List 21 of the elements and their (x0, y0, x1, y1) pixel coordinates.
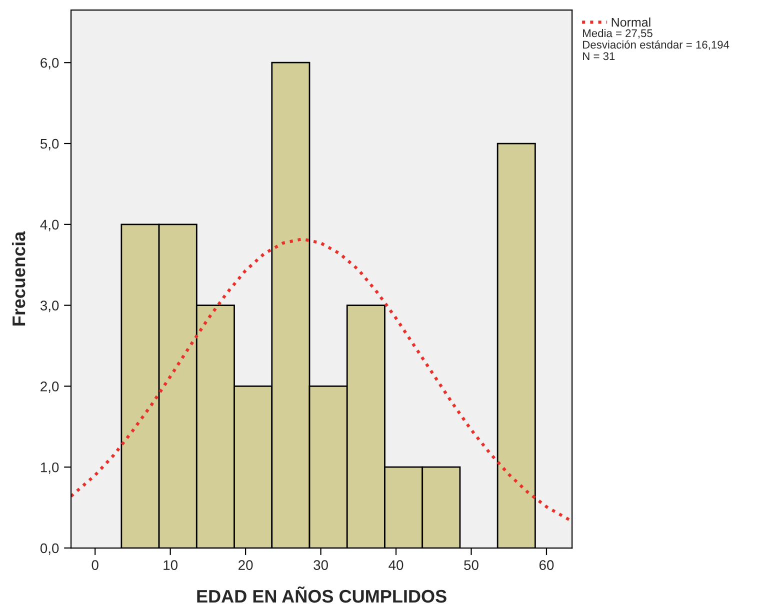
x-tick-label: 60 (539, 560, 554, 570)
y-tick-label: 2,0 (40, 382, 59, 394)
x-axis-title: EDAD EN AÑOS CUMPLIDOS (197, 586, 446, 603)
text: Desviación estándar = 16,194 (583, 40, 730, 50)
x-tick-label: 20 (238, 560, 253, 570)
y-tick-label: 3,0 (40, 300, 59, 312)
y-axis-title: Frecuencia (12, 231, 26, 326)
x-tick-label: 0 (92, 560, 98, 570)
y-tick-label: 6,0 (40, 58, 59, 70)
y-tick-label: 0,0 (40, 543, 59, 555)
y-tick-label: 1,0 (40, 462, 59, 474)
y-tick-label: 4,0 (40, 220, 59, 232)
text: N = 31 (583, 52, 615, 60)
x-tick-label: 40 (388, 560, 404, 570)
y-tick-label: 5,0 (40, 138, 59, 150)
x-tick-label: 10 (164, 560, 178, 570)
legend-label: Normal (612, 18, 650, 27)
text: Media = 27,55 (583, 28, 652, 38)
x-tick-label: 30 (314, 560, 328, 570)
line-series (71, 237, 572, 523)
x-tick-label: 50 (464, 560, 478, 570)
